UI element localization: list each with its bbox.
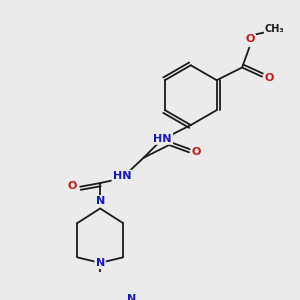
Text: HN: HN (113, 171, 131, 181)
Text: O: O (68, 181, 77, 191)
Text: N: N (127, 294, 136, 300)
Text: O: O (245, 34, 255, 44)
Text: N: N (95, 258, 105, 268)
Text: O: O (191, 147, 201, 157)
Text: N: N (95, 196, 105, 206)
Text: O: O (265, 74, 274, 83)
Text: HN: HN (153, 134, 172, 144)
Text: CH₃: CH₃ (265, 25, 284, 34)
